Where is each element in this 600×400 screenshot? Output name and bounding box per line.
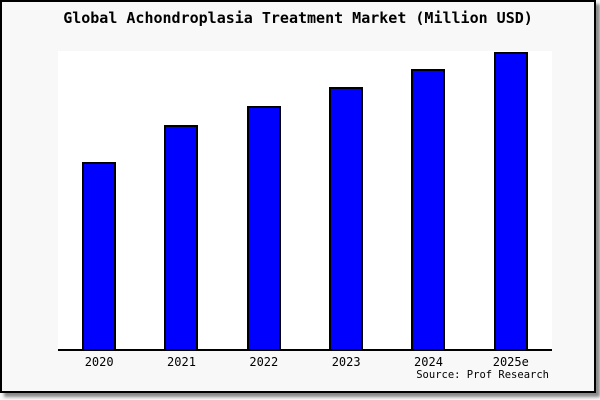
x-axis-label-2021: 2021	[167, 355, 196, 369]
x-axis-label-2022: 2022	[249, 355, 279, 369]
x-axis-label-2020: 2020	[84, 355, 114, 369]
plot-area	[58, 51, 552, 351]
chart-frame: Global Achondroplasia Treatment Market (…	[0, 0, 596, 393]
x-axis-labels: 2020 2021 2022 2023 2024 2025e	[58, 355, 552, 369]
bar-2022	[246, 106, 281, 349]
x-axis-label-2023: 2023	[331, 355, 361, 369]
source-note: Source: Prof Research	[416, 369, 549, 381]
bar-2020	[82, 161, 117, 349]
x-axis-label-2025e: 2025e	[492, 355, 529, 369]
bar-2024	[411, 69, 446, 349]
x-axis-label-2024: 2024	[414, 355, 443, 369]
bar-2021	[164, 125, 199, 349]
chart-title: Global Achondroplasia Treatment Market (…	[63, 9, 533, 27]
bar-2023	[329, 87, 364, 349]
bar-2025e	[493, 51, 528, 349]
